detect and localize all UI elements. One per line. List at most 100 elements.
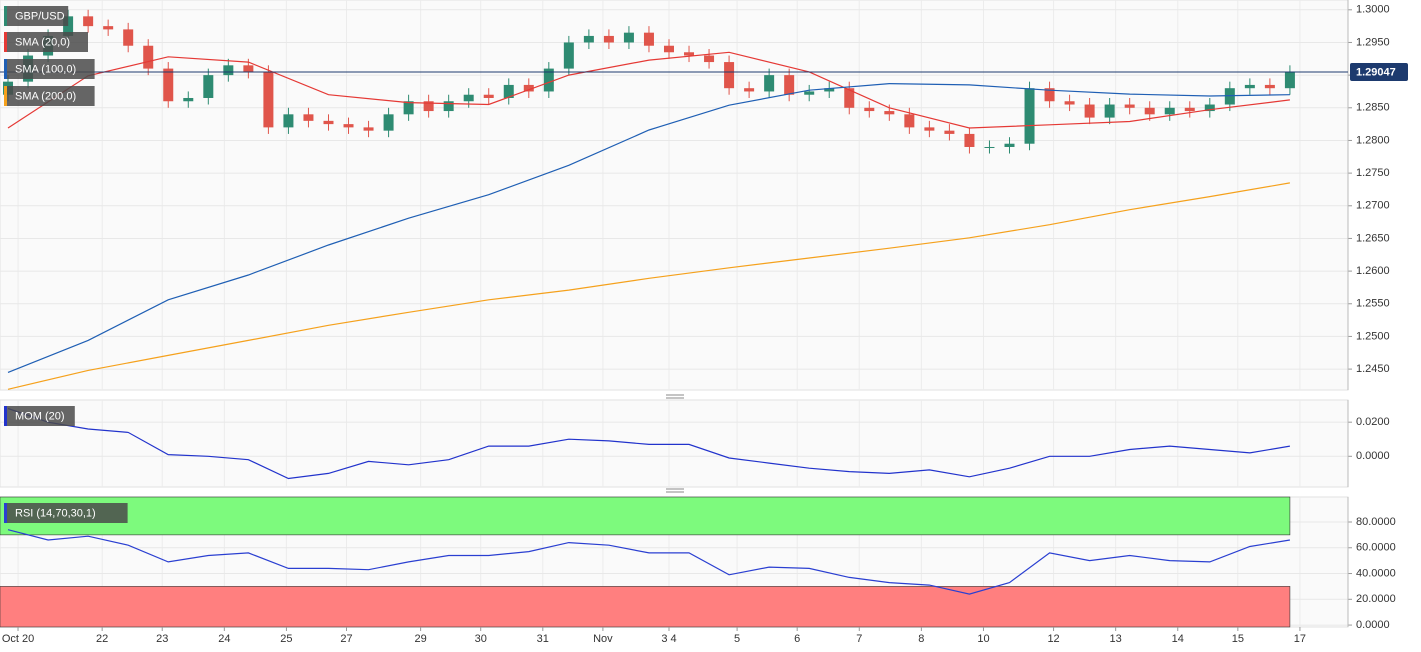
candle-body — [103, 26, 114, 30]
candle-body — [1104, 104, 1115, 118]
candle-body — [503, 84, 514, 98]
x-tick-label: 27 — [340, 633, 352, 645]
candle-body — [964, 133, 975, 147]
candle-body — [123, 29, 134, 46]
candle-body — [944, 130, 955, 134]
x-tick-label: Oct 20 — [2, 633, 34, 645]
candle-body — [1224, 88, 1235, 105]
candle-body — [423, 101, 434, 112]
x-tick-label: 30 — [475, 633, 487, 645]
y-tick-label: 0.0200 — [1356, 416, 1390, 428]
candle-body — [243, 65, 254, 72]
candle-body — [1064, 101, 1075, 105]
candle-body — [1164, 107, 1175, 115]
legend-swatch — [4, 59, 7, 79]
y-tick-label: 1.2550 — [1356, 298, 1390, 310]
y-tick-label: 80.0000 — [1356, 516, 1396, 528]
legend-box — [4, 503, 128, 523]
candle-body — [1084, 104, 1095, 118]
series-line — [7, 529, 1290, 595]
x-tick-label: 25 — [280, 633, 292, 645]
x-tick-label: 10 — [977, 633, 989, 645]
candle-body — [864, 107, 875, 112]
legend-swatch — [4, 406, 7, 426]
y-tick-label: 1.2700 — [1356, 200, 1390, 212]
y-tick-label: 40.0000 — [1356, 567, 1396, 579]
candle-body — [1244, 84, 1255, 89]
y-tick-label: 1.2950 — [1356, 36, 1390, 48]
x-tick-label: 8 — [918, 633, 924, 645]
candle-body — [704, 55, 715, 63]
candle-body — [323, 120, 334, 125]
candle-body — [684, 52, 695, 56]
candle-body — [1284, 71, 1295, 89]
x-tick-label: 6 — [794, 633, 800, 645]
candle-body — [804, 91, 815, 95]
candle-body — [984, 146, 995, 148]
legend-label: GBP/USD — [15, 10, 65, 22]
candle-body — [724, 62, 735, 89]
y-tick-label: 0.0000 — [1356, 450, 1390, 462]
legend-box — [4, 32, 88, 52]
x-tick-label: 22 — [96, 633, 108, 645]
y-tick-label: 20.0000 — [1356, 593, 1396, 605]
candle-body — [63, 16, 74, 36]
candle-body — [1144, 107, 1155, 115]
candle-body — [1264, 84, 1275, 89]
y-tick-label: 60.0000 — [1356, 542, 1396, 554]
candle-body — [1024, 88, 1035, 144]
oversold-band — [0, 586, 1291, 628]
candle-body — [784, 75, 795, 95]
candle-body — [543, 68, 554, 92]
legend-box — [4, 6, 69, 26]
candle-body — [403, 101, 414, 115]
y-tick-label: 1.2450 — [1356, 363, 1390, 375]
x-tick-label: 14 — [1172, 633, 1184, 645]
candle-body — [383, 114, 394, 131]
x-tick-label: 12 — [1047, 633, 1059, 645]
candle-body — [143, 45, 154, 69]
x-tick-label: Nov — [593, 633, 613, 645]
x-tick-label: 24 — [218, 633, 230, 645]
x-tick-label: 5 — [734, 633, 740, 645]
candle-body — [1184, 107, 1195, 112]
candle-body — [83, 16, 94, 27]
candle-body — [203, 75, 214, 98]
candle-body — [183, 97, 194, 102]
candle-body — [483, 94, 494, 98]
candle-body — [283, 114, 294, 128]
candle-body — [884, 111, 895, 115]
candle-body — [163, 68, 174, 102]
panel-background — [0, 399, 1349, 488]
candle-body — [603, 35, 614, 43]
candle-body — [663, 45, 674, 53]
series-line — [7, 51, 1290, 129]
overbought-band — [0, 496, 1291, 536]
y-tick-label: 0.0000 — [1356, 619, 1390, 631]
legend-label: RSI (14,70,30,1) — [15, 507, 96, 519]
candle-body — [223, 65, 234, 76]
legend-swatch — [4, 6, 7, 26]
x-tick-label: 23 — [156, 633, 168, 645]
candle-body — [824, 88, 835, 92]
candle-body — [924, 127, 935, 131]
candle-body — [623, 32, 634, 43]
legend-box — [4, 406, 75, 426]
x-tick-label: 17 — [1294, 633, 1306, 645]
x-tick-label: 31 — [537, 633, 549, 645]
candle-body — [1124, 104, 1135, 108]
candle-body — [583, 35, 594, 43]
candle-body — [744, 88, 755, 92]
legend-swatch — [4, 503, 7, 523]
x-tick-label: 7 — [856, 633, 862, 645]
legend-label: SMA (20,0) — [15, 36, 70, 48]
candle-body — [844, 88, 855, 108]
legend-label: MOM (20) — [15, 410, 65, 422]
x-tick-label: 13 — [1110, 633, 1122, 645]
series-line — [7, 407, 1291, 480]
y-tick-label: 1.2800 — [1356, 134, 1390, 146]
candle-body — [363, 127, 374, 131]
y-tick-label: 1.2500 — [1356, 330, 1390, 342]
candle-body — [764, 75, 775, 92]
